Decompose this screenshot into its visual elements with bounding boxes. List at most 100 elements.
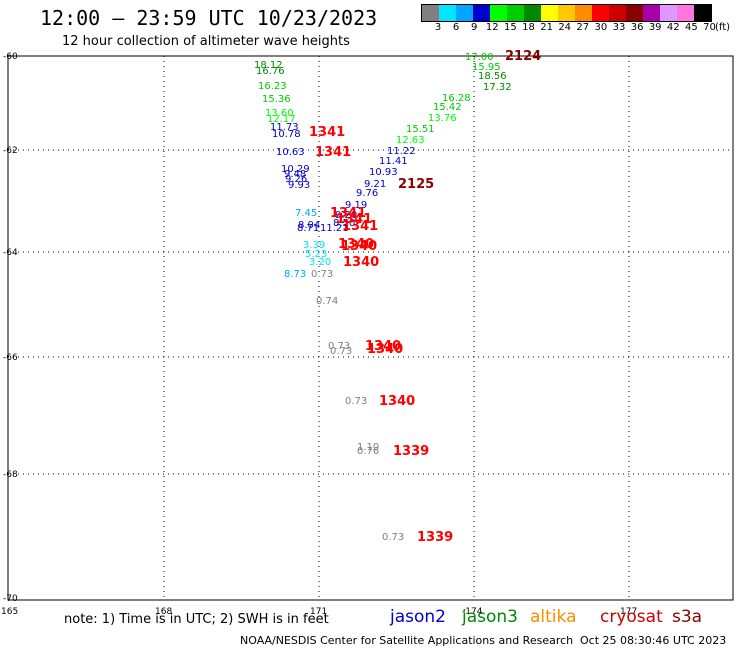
pass-time-label: 1340: [343, 255, 379, 270]
swh-value-label: 16.23: [258, 81, 287, 92]
pass-time-label: 1340: [379, 394, 415, 409]
legend-tick-label: 9: [471, 22, 478, 33]
swh-value-label: 10.78: [272, 129, 301, 140]
pass-time-label: 1340: [338, 237, 374, 252]
swh-value-label: 16.28: [442, 93, 471, 104]
legend-tick-label: 33: [612, 22, 626, 33]
swh-value-label: 9.76: [356, 188, 378, 199]
color-scale-tick-labels: 3 6 9 12 15 18 21 24 27 30 33 36 39 42 45 70 (ft): [421, 22, 740, 34]
legend-swatch: [575, 5, 592, 21]
swh-value-label: 11.41: [379, 156, 408, 167]
legend-tick-label: 36: [630, 22, 644, 33]
legend-swatch: [660, 5, 677, 21]
pass-time-label: 1341: [309, 125, 345, 140]
swh-value-label: 13.60: [265, 108, 294, 119]
legend-swatch: [592, 5, 609, 21]
swh-value-label: 17.00: [465, 52, 494, 63]
swh-value-label: 7.45: [295, 208, 317, 219]
swh-value-label: 0.73: [382, 532, 404, 543]
pass-time-label: 1340: [367, 342, 403, 357]
latitude-label: -66: [3, 353, 18, 363]
legend-tick-label: 30: [594, 22, 608, 33]
legend-tick-label: 42: [666, 22, 680, 33]
generated-timestamp: Oct 25 08:30:46 UTC 2023: [580, 634, 727, 647]
legend-tick-label: 15: [504, 22, 517, 33]
pass-time-label: 1341: [336, 212, 372, 227]
swh-value-label: 9.21: [364, 179, 386, 190]
swh-value-label: 10.63: [276, 147, 305, 158]
swh-value-label: 15.36: [262, 94, 291, 105]
swh-value-label: 1.10: [357, 442, 379, 453]
swh-value-label: 0.73: [328, 341, 350, 352]
latitude-label: -62: [3, 146, 18, 156]
legend-swatch: [524, 5, 541, 21]
legend-swatch: [422, 5, 439, 21]
legend-tick-label: 21: [540, 22, 553, 33]
longitude-label: -174: [462, 607, 483, 617]
swh-value-label: 15.51: [406, 124, 435, 135]
satellite-jason2: jason2: [390, 607, 446, 627]
swh-value-label: 0.76: [357, 446, 379, 457]
satellite-altika: altika: [530, 607, 577, 627]
pass-time-label: 1340: [341, 239, 377, 254]
swh-value-label: 3.20: [309, 257, 331, 268]
legend-swatch: [439, 5, 456, 21]
satellite-s3a: s3a: [672, 607, 703, 627]
page-subtitle: 12 hour collection of altimeter wave hei…: [62, 34, 350, 49]
latitude-label: -64: [3, 248, 18, 258]
swh-value-label: 12.63: [396, 135, 425, 146]
pass-time-label: 1341: [315, 145, 351, 160]
pass-time-label: 1341: [330, 206, 366, 221]
swh-value-label: 9.26: [285, 174, 307, 185]
credit-text: NOAA/NESDIS Center for Satellite Applica…: [240, 634, 574, 647]
legend-tick-label: 70: [703, 22, 716, 33]
swh-value-label: 15.42: [433, 102, 462, 113]
swh-value-label: 8.50: [333, 218, 355, 229]
latitude-label: -60: [3, 52, 18, 62]
swh-value-label: 16.76: [256, 66, 285, 77]
swh-value-label: 0.74: [316, 296, 338, 307]
swh-value-label: 12.17: [267, 114, 296, 125]
legend-tick-label: 18: [522, 22, 535, 33]
swh-value-label: 17.32: [483, 82, 512, 93]
legend-swatch: [490, 5, 507, 21]
latitude-label: -68: [3, 470, 18, 480]
swh-value-label: 0.73: [345, 396, 367, 407]
map-frame: [7, 55, 734, 601]
swh-value-label: 5.23: [305, 249, 327, 260]
footnote: note: 1) Time is in UTC; 2) SWH is in fe…: [64, 612, 329, 627]
pass-time-label: 1339: [393, 444, 429, 459]
pass-time-label: 1341: [342, 219, 378, 234]
longitude-label: 171: [310, 607, 327, 617]
swh-value-label: 13.76: [428, 113, 457, 124]
longitude-label: 177: [620, 607, 637, 617]
legend-tick-label: 39: [648, 22, 662, 33]
satellite-cryosat: cryosat: [600, 607, 663, 627]
swh-value-label: 11.21: [320, 223, 349, 234]
swh-value-label: 10.93: [369, 167, 398, 178]
swh-value-label: 9.20: [335, 210, 357, 221]
pass-time-label: 1339: [417, 530, 453, 545]
swh-value-label: 9.19: [345, 200, 367, 211]
swh-value-label: 8.04: [298, 220, 320, 231]
legend-swatch: [609, 5, 626, 21]
pass-time-label: 2124: [505, 49, 541, 64]
swh-value-label: 9.93: [288, 180, 310, 191]
legend-swatch: [694, 5, 711, 21]
page-title: 12:00 – 23:59 UTC 10/23/2023: [40, 6, 378, 30]
legend-swatch: [643, 5, 660, 21]
color-scale-legend: [421, 4, 712, 22]
satellite-jason3: jason3: [462, 607, 518, 627]
swh-value-label: 15.95: [472, 62, 501, 73]
latitude-label: -70: [3, 594, 18, 604]
longitude-label: 165: [1, 607, 18, 617]
swh-value-label: 8.73: [284, 269, 306, 280]
legend-swatch: [558, 5, 575, 21]
legend-tick-label: 12: [485, 22, 499, 33]
swh-value-label: 18.56: [478, 71, 507, 82]
swh-value-label: 0.73: [311, 269, 333, 280]
legend-tick-label: 27: [576, 22, 590, 33]
legend-swatch: [473, 5, 490, 21]
